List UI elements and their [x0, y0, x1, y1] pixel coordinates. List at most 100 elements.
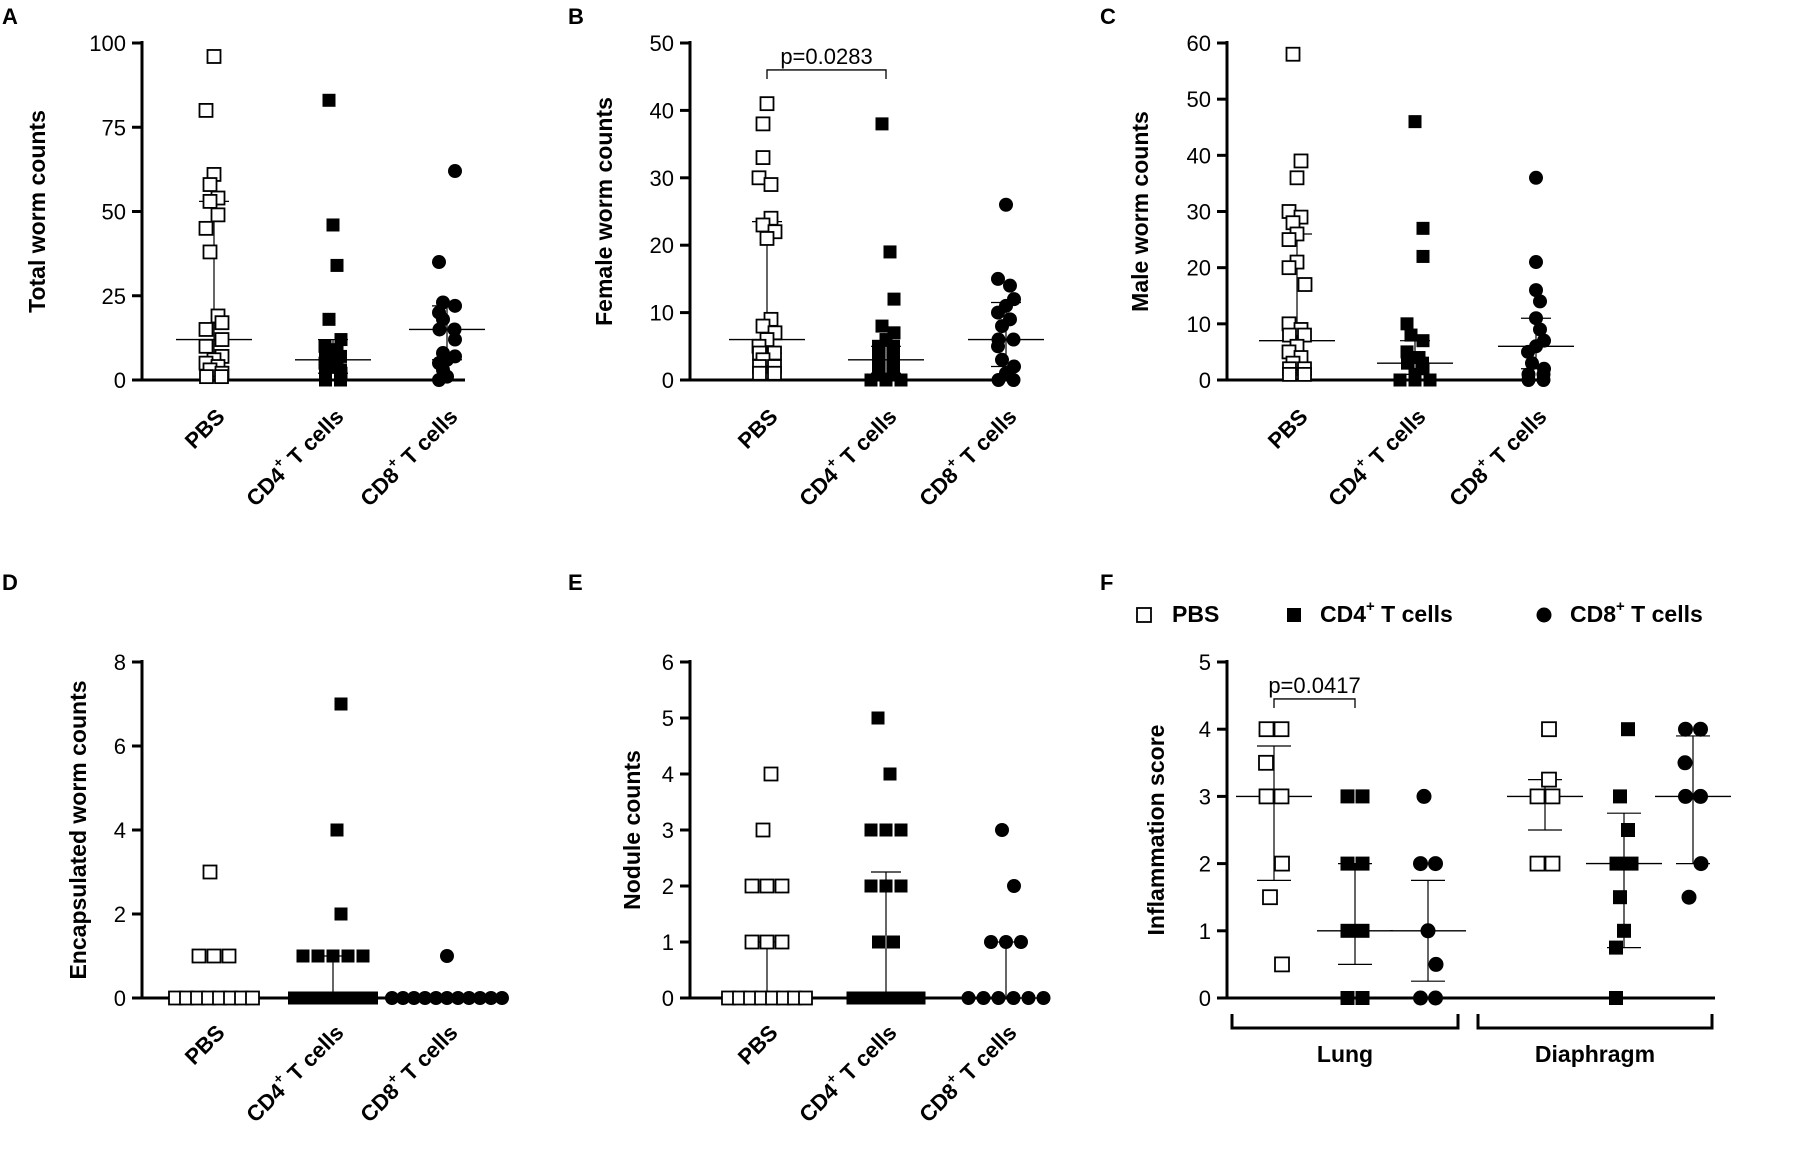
data-point [202, 864, 218, 880]
data-point [296, 949, 310, 963]
data-point [473, 991, 487, 1005]
data-point [759, 934, 775, 950]
data-point [887, 935, 900, 949]
data-point [322, 93, 336, 107]
data-point [432, 255, 446, 270]
data-point [1258, 721, 1275, 738]
data-point [1533, 322, 1547, 337]
data-point [1297, 327, 1312, 343]
data-point [999, 197, 1013, 212]
category-label: CD4+ T cells [791, 1017, 901, 1127]
panel-label: F [1100, 570, 1113, 595]
data-point [894, 373, 908, 387]
data-point [245, 990, 260, 1006]
panel-b: B 0 10 20 30 40 50 Female worm counts p=0.0283 PB… [568, 4, 1044, 511]
data-point [343, 991, 356, 1005]
data-point [991, 991, 1006, 1005]
data-point [1525, 356, 1539, 371]
data-point [341, 949, 355, 963]
data-point [1401, 356, 1414, 370]
data-point [1355, 991, 1370, 1005]
data-point [288, 991, 301, 1005]
data-point [198, 322, 214, 337]
category-label: PBS [180, 1020, 230, 1070]
data-point [751, 170, 767, 186]
group-label: Lung [1317, 1041, 1373, 1067]
category-label: CD4+ T cells [791, 401, 901, 511]
data-point [1416, 249, 1430, 263]
series-2 [385, 949, 509, 1005]
data-point [495, 991, 509, 1005]
data-point [755, 116, 771, 132]
data-point [326, 949, 340, 963]
data-point [198, 103, 214, 118]
data-point [1289, 170, 1305, 186]
data-point [1274, 956, 1290, 973]
data-point [1693, 721, 1708, 737]
data-point [774, 878, 790, 894]
data-point [447, 322, 462, 337]
data-point [759, 96, 775, 112]
y-tick-label: 50 [650, 31, 674, 56]
data-point [418, 991, 432, 1005]
category-label: CD4+ T cells [238, 401, 348, 511]
y-tick-label: 0 [114, 986, 126, 1011]
data-point [1393, 373, 1407, 387]
data-point [1262, 889, 1278, 906]
data-point [432, 373, 446, 387]
data-point [1423, 373, 1437, 387]
y-tick-label: 0 [1199, 368, 1211, 393]
y-axis-label: Male worm counts [1127, 111, 1153, 312]
data-point [1006, 373, 1021, 387]
data-point [202, 177, 218, 192]
data-point [1355, 923, 1370, 938]
data-point [755, 150, 771, 165]
data-point [1007, 879, 1021, 893]
data-point [767, 365, 782, 381]
y-tick-label: 60 [1187, 31, 1211, 56]
y-tick-label: 2 [662, 874, 674, 899]
data-point [857, 991, 871, 1005]
data-point [744, 934, 760, 950]
data-point [883, 767, 897, 781]
data-point [1416, 334, 1430, 348]
data-point [1408, 115, 1422, 129]
data-point [1617, 923, 1631, 938]
data-point [1416, 221, 1430, 235]
data-point [1693, 788, 1708, 804]
data-point [330, 823, 344, 837]
data-point [1609, 856, 1624, 871]
category-label: PBS [180, 404, 230, 454]
data-point [890, 991, 904, 1005]
y-axis-label: Nodule counts [619, 750, 645, 910]
series-1 [848, 117, 924, 387]
series-2 [1498, 170, 1574, 387]
legend-label: CD8+ T cells [1570, 598, 1703, 627]
data-point [330, 258, 344, 272]
data-point [321, 991, 334, 1005]
data-point [879, 823, 893, 837]
data-point [440, 991, 454, 1005]
data-point [875, 319, 889, 333]
data-point [879, 991, 893, 1005]
data-point [991, 339, 1005, 354]
data-point [206, 948, 222, 964]
series-1 [1377, 115, 1453, 387]
data-point [310, 991, 323, 1005]
data-point [961, 991, 976, 1005]
data-point [326, 218, 340, 232]
data-point [311, 949, 325, 963]
data-point [1529, 255, 1543, 270]
data-point [1273, 788, 1290, 805]
series-3 [1507, 721, 1583, 872]
category-label: PBS [733, 404, 783, 454]
y-tick-label: 30 [650, 166, 674, 191]
data-point [354, 991, 367, 1005]
data-point [385, 991, 399, 1005]
y-tick-label: 25 [102, 284, 126, 309]
data-point [991, 305, 1005, 320]
data-point [759, 231, 775, 246]
data-point [1281, 260, 1297, 276]
data-point [1258, 754, 1274, 771]
